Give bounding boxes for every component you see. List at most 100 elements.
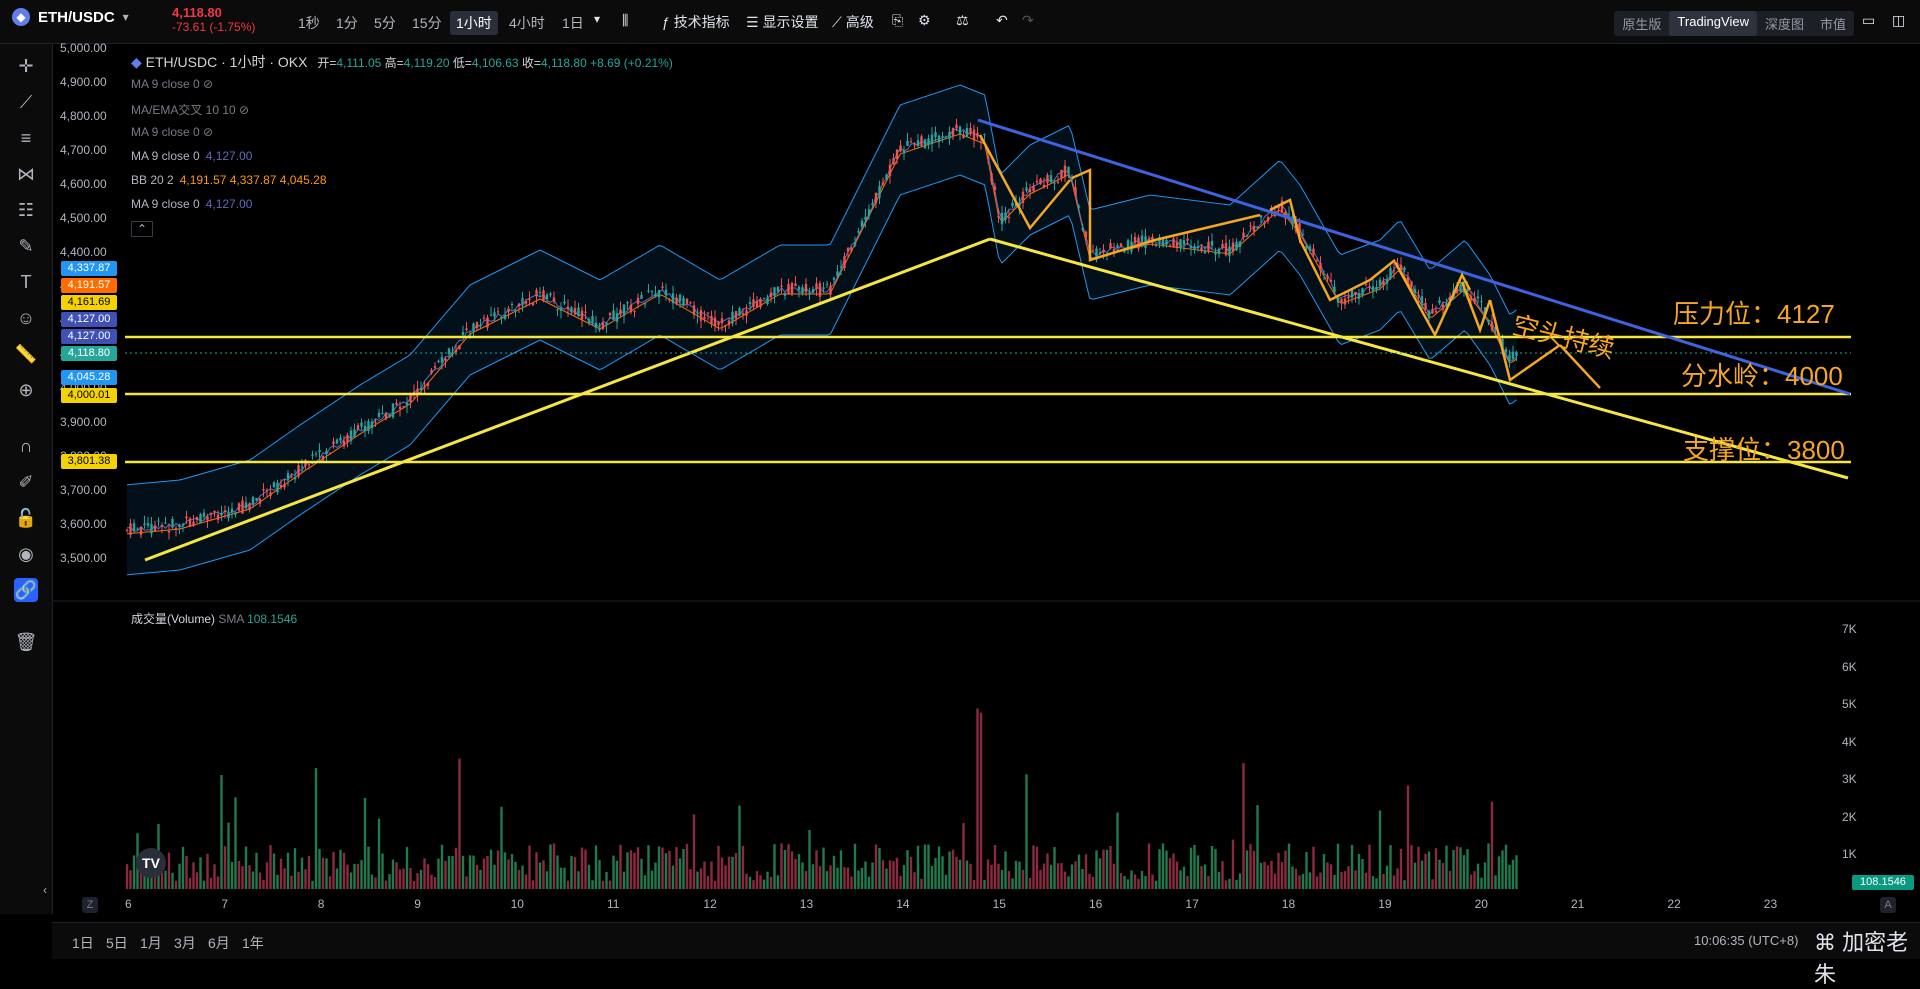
candle-body: [1238, 241, 1242, 247]
crosshair-icon[interactable]: ✛: [18, 55, 34, 76]
volume-bar: [829, 865, 832, 889]
collapse-chevron-icon[interactable]: ‹: [43, 883, 47, 897]
volume-bar: [1403, 880, 1406, 889]
ruler-icon[interactable]: 📏: [14, 343, 38, 364]
redo-icon[interactable]: ↷: [1022, 12, 1034, 28]
candle-body: [1165, 240, 1168, 245]
indicator-row[interactable]: MA 9 close 0 ⊘: [131, 125, 213, 139]
volume-bar: [1081, 869, 1084, 889]
volume-bar: [1165, 850, 1168, 889]
tab-depth[interactable]: 深度图: [1764, 17, 1804, 32]
candle-type-icon[interactable]: ⫼: [622, 12, 629, 28]
tf-more-chevron-icon[interactable]: ▾: [594, 12, 601, 26]
range-6m[interactable]: 6月: [208, 935, 230, 951]
volume-bar: [1011, 878, 1014, 889]
tf-15m[interactable]: 15分: [412, 15, 442, 31]
volume-bar: [318, 848, 321, 889]
candle-body: [986, 156, 990, 160]
tab-market-cap[interactable]: 市值: [1819, 17, 1846, 32]
candle-body: [899, 145, 902, 152]
camera-icon[interactable]: ◫: [1892, 12, 1906, 28]
volume-bar: [251, 871, 255, 889]
candle-body: [678, 294, 682, 302]
display-settings-button[interactable]: ☰ 显示设置: [746, 12, 818, 32]
open-label: 开=: [317, 56, 337, 70]
indicator-row[interactable]: MA 9 close 0 4,127.00: [131, 197, 252, 211]
volume-bar: [370, 874, 374, 889]
volume-bar: [1347, 866, 1350, 889]
fib-icon[interactable]: ☷: [17, 199, 35, 220]
volume-bar: [962, 822, 965, 889]
hidden-eye-icon[interactable]: ⊘: [203, 77, 214, 91]
symbol-selector[interactable]: ◆ ETH/USDC ▾: [12, 8, 129, 26]
indicator-row[interactable]: MA 9 close 0 ⊘: [131, 77, 213, 91]
template-icon[interactable]: ⎘: [892, 12, 904, 28]
chevron-down-icon[interactable]: ▾: [122, 10, 129, 24]
watermark: ⌘ 加密老朱: [1814, 925, 1920, 989]
candle-body: [1340, 298, 1343, 303]
time-tick-label: 15: [992, 897, 1006, 911]
tf-1d[interactable]: 1日: [562, 15, 584, 31]
volume-bar: [1042, 863, 1046, 889]
candle-body: [983, 134, 986, 136]
candle-body: [405, 402, 409, 406]
indicator-row[interactable]: MA/EMA交叉 10 10 ⊘: [131, 101, 249, 118]
volume-bar: [167, 852, 171, 889]
brush-icon[interactable]: ✎: [18, 235, 34, 256]
gear-icon[interactable]: ⚙: [918, 12, 931, 28]
zoom-icon[interactable]: ⊕: [18, 379, 34, 400]
candle-body: [139, 527, 143, 535]
fullscreen-icon[interactable]: ▭: [1862, 12, 1876, 28]
hidden-eye-icon[interactable]: ⊘: [239, 103, 250, 117]
range-1y[interactable]: 1年: [242, 935, 264, 951]
emoji-icon[interactable]: ☺: [16, 307, 36, 328]
timezone-z-icon[interactable]: Z: [82, 897, 98, 913]
link-icon[interactable]: 🔗: [14, 578, 38, 602]
candle-body: [531, 303, 535, 306]
trendline-icon[interactable]: ⟋: [19, 91, 33, 112]
volume-bar: [633, 852, 636, 889]
tradingview-logo-icon[interactable]: TV: [136, 848, 166, 878]
collapse-legend-chevron-icon[interactable]: ⌃: [131, 221, 154, 237]
candle-body: [734, 311, 738, 319]
pattern-icon[interactable]: ⋈: [17, 163, 35, 184]
volume-bar: [447, 856, 451, 889]
magnet-icon[interactable]: ∩: [19, 435, 33, 456]
candle-body: [129, 523, 132, 535]
tf-1h[interactable]: 1小时: [450, 11, 498, 35]
price-chart[interactable]: [0, 0, 1920, 958]
tf-1m[interactable]: 1分: [336, 15, 358, 31]
volume-bar: [360, 860, 363, 889]
tab-native[interactable]: 原生版: [1622, 17, 1662, 32]
indicator-row[interactable]: BB 20 2 4,191.57 4,337.87 4,045.28: [131, 173, 327, 187]
tf-5m[interactable]: 5分: [374, 15, 396, 31]
candle-body: [622, 304, 626, 316]
price-tick-label: 3,600.00: [60, 517, 107, 531]
undo-icon[interactable]: ↶: [996, 12, 1008, 28]
range-1d[interactable]: 1日: [72, 935, 94, 951]
candle-body: [1081, 228, 1084, 230]
eye-icon[interactable]: ◉: [18, 543, 34, 564]
horizontal-lines-icon[interactable]: ≡: [20, 127, 32, 148]
indicators-button[interactable]: ƒ 技术指标: [662, 12, 730, 32]
volume-bar: [570, 856, 573, 889]
range-3m[interactable]: 3月: [174, 935, 196, 951]
range-5d[interactable]: 5日: [106, 935, 128, 951]
candle-body: [650, 290, 654, 292]
tf-4h[interactable]: 4小时: [509, 15, 545, 31]
auto-scale-icon[interactable]: A: [1880, 897, 1896, 913]
candle-body: [815, 283, 818, 290]
trash-icon[interactable]: 🗑: [14, 631, 38, 652]
tab-tradingview[interactable]: TradingView: [1669, 11, 1757, 36]
hidden-eye-icon[interactable]: ⊘: [203, 125, 214, 139]
range-1m[interactable]: 1月: [140, 935, 162, 951]
indicator-row[interactable]: MA 9 close 0 4,127.00: [131, 149, 252, 163]
volume-bar: [944, 874, 948, 889]
text-icon[interactable]: T: [20, 271, 32, 292]
advanced-button[interactable]: ⟋ 高级: [832, 12, 874, 32]
tf-1s[interactable]: 1秒: [298, 15, 320, 31]
lock-icon[interactable]: 🔓: [14, 507, 38, 528]
lock-drawing-icon[interactable]: ✐: [18, 471, 34, 492]
volume-bar: [269, 845, 272, 889]
compare-icon[interactable]: ⚖: [956, 12, 969, 28]
